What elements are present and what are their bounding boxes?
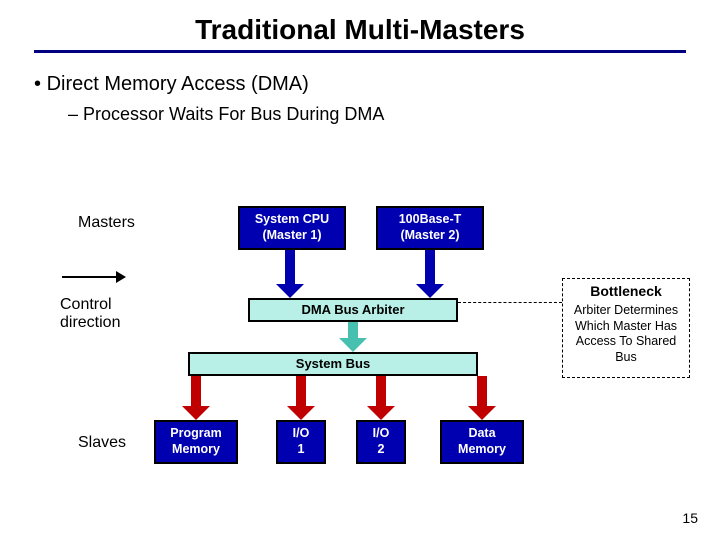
program-memory-box: Program Memory [154, 420, 238, 464]
master1-box: System CPU (Master 1) [238, 206, 346, 250]
data-memory-box: Data Memory [440, 420, 524, 464]
arrow-sysbus-io1-icon [287, 376, 315, 420]
control-direction-arrow-icon [62, 276, 124, 278]
io2-box: I/O 2 [356, 420, 406, 464]
page-title: Traditional Multi-Masters [0, 0, 720, 46]
bullet-1: Direct Memory Access (DMA) [34, 73, 720, 96]
page-number: 15 [682, 510, 698, 526]
arrow-arbiter-sysbus-icon [339, 322, 367, 352]
control-direction-label: Control direction [60, 296, 120, 332]
bottleneck-title: Bottleneck [563, 283, 689, 299]
slaves-label: Slaves [78, 434, 126, 452]
masters-label: Masters [78, 214, 135, 232]
system-bus-box: System Bus [188, 352, 478, 376]
arrow-master1-arbiter-icon [276, 250, 304, 298]
arrow-sysbus-datamem-icon [468, 376, 496, 420]
bottleneck-callout: Bottleneck Arbiter Determines Which Mast… [562, 278, 690, 378]
bullet-list: Direct Memory Access (DMA) Processor Wai… [34, 73, 720, 125]
bullet-2: Processor Waits For Bus During DMA [68, 104, 720, 125]
bottleneck-leader-icon [458, 302, 562, 303]
io1-box: I/O 1 [276, 420, 326, 464]
master2-box: 100Base-T (Master 2) [376, 206, 484, 250]
arrow-master2-arbiter-icon [416, 250, 444, 298]
bottleneck-note: Arbiter Determines Which Master Has Acce… [563, 303, 689, 366]
arbiter-box: DMA Bus Arbiter [248, 298, 458, 322]
title-underline [34, 50, 686, 53]
arrow-sysbus-io2-icon [367, 376, 395, 420]
arrow-sysbus-progmem-icon [182, 376, 210, 420]
